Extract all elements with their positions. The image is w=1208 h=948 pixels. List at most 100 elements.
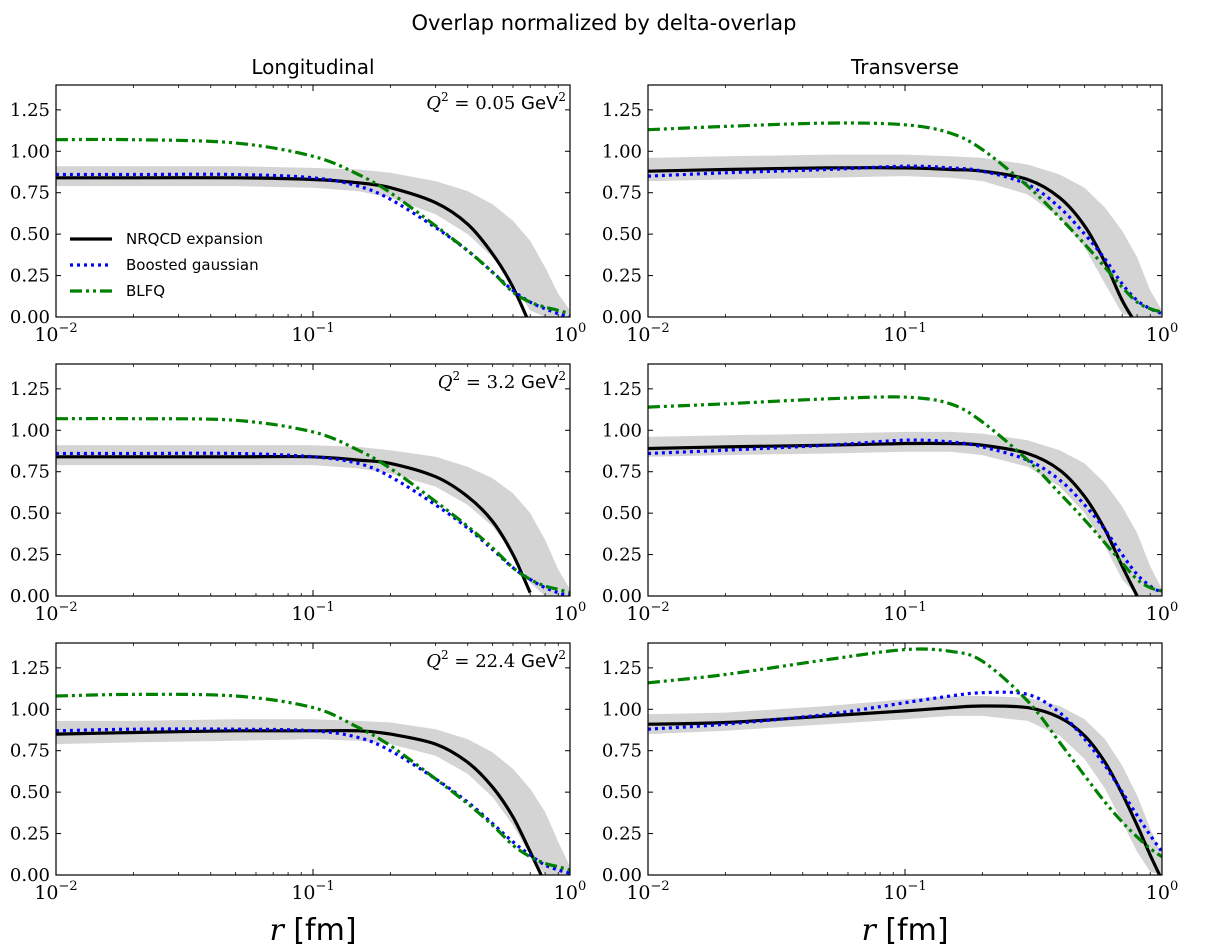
x-tick-label: 10−1 [883,879,926,904]
x-axis-label: r [fm] [269,913,356,948]
subplot: 0.00 0.25 0.50 0.75 1.00 1.25 10−2 10−1 100 Q2 = … [10,363,586,625]
y-tick-label: 0.50 [10,224,50,245]
y-tick-label: 0.50 [602,224,642,245]
plot-area [56,416,570,596]
y-tick-label: 1.25 [10,100,50,121]
x-tick-label: 10−1 [883,321,926,346]
series-line-blfq [648,395,1162,593]
y-tick-label: 0.25 [602,824,642,845]
y-tick-label: 0.00 [10,865,50,886]
series-line-blfq [56,137,570,316]
uncertainty-band [56,719,570,875]
column-title: Transverse [850,55,959,79]
y-tick-label: 0.00 [10,586,50,607]
panels: 0.00 0.25 0.50 0.75 1.00 1.25 10−2 10−1 100 Q2 = … [10,84,1178,904]
series-line-nrqcd-expansion [648,166,1134,317]
y-tick-label: 1.25 [10,658,50,679]
y-tick-label: 0.75 [602,741,642,762]
plot-area [648,121,1162,317]
y-tick-label: 0.75 [10,462,50,483]
y-tick-label: 1.25 [602,100,642,121]
y-tick-label: 1.00 [10,420,50,441]
legend-label: NRQCD expansion [126,230,263,248]
x-tick-label: 10−1 [291,321,334,346]
x-tick-label: 100 [554,600,586,625]
y-tick-label: 0.25 [10,266,50,287]
y-tick-label: 1.00 [10,141,50,162]
subplot: 0.00 0.25 0.50 0.75 1.00 1.25 10−2 10−1 100 [602,363,1178,625]
y-tick-label: 1.00 [10,699,50,720]
x-tick-label: 100 [1146,600,1178,625]
y-tick-label: 0.00 [602,586,642,607]
subplot: 0.00 0.25 0.50 0.75 1.00 1.25 10−2 10−1 100 [602,84,1178,346]
y-tick-label: 0.50 [10,782,50,803]
y-tick-label: 0.00 [10,307,50,328]
q2-annotation: Q2 = 0.05 GeV2 [426,90,566,114]
subplot: 0.00 0.25 0.50 0.75 1.00 1.25 10−2 10−1 100 Q2 = … [10,642,586,904]
q2-annotation: Q2 = 3.2 GeV2 [438,369,566,393]
series-line-nrqcd-expansion [648,441,1139,596]
legend-label: BLFQ [126,282,165,300]
y-tick-label: 0.75 [602,183,642,204]
y-tick-label: 1.00 [602,141,642,162]
series-line-boosted-gaussian [56,727,570,875]
y-tick-label: 0.50 [602,503,642,524]
y-tick-label: 0.25 [10,545,50,566]
y-tick-label: 1.25 [602,658,642,679]
uncertainty-band [648,431,1162,596]
x-tick-label: 10−2 [34,879,77,904]
series-line-nrqcd-expansion [56,176,529,317]
plot-area [648,395,1162,596]
y-tick-label: 0.50 [602,782,642,803]
x-tick-label: 100 [554,321,586,346]
x-tick-label: 100 [1146,879,1178,904]
y-tick-label: 1.00 [602,699,642,720]
y-tick-label: 0.75 [10,741,50,762]
plot-area [56,137,570,317]
y-tick-label: 0.00 [602,307,642,328]
x-tick-label: 10−2 [626,321,669,346]
legend-label: Boosted gaussian [126,256,259,274]
plot-area [648,647,1162,875]
uncertainty-band [56,445,570,596]
y-tick-label: 0.25 [10,824,50,845]
uncertainty-band [648,154,1162,317]
q2-annotation: Q2 = 22.4 GeV2 [426,648,566,672]
y-tick-label: 0.25 [602,266,642,287]
x-tick-label: 10−1 [291,600,334,625]
y-tick-label: 0.00 [602,865,642,886]
y-tick-label: 1.25 [10,379,50,400]
plot-area [56,692,570,875]
y-tick-label: 0.25 [602,545,642,566]
series-line-boosted-gaussian [56,451,570,596]
column-titles: Longitudinal Transverse [251,55,959,79]
series-line-blfq [648,121,1162,314]
series-line-blfq [56,416,570,595]
x-tick-label: 10−2 [34,321,77,346]
x-tick-label: 10−1 [883,600,926,625]
x-tick-label: 10−2 [34,600,77,625]
subplot: 0.00 0.25 0.50 0.75 1.00 1.25 10−2 10−1 100 [602,642,1178,904]
x-tick-label: 10−2 [626,600,669,625]
figure-title: Overlap normalized by delta-overlap [411,11,796,35]
uncertainty-band [648,696,1162,875]
series-line-nrqcd-expansion [56,728,543,875]
x-tick-label: 10−1 [291,879,334,904]
y-tick-label: 0.75 [10,183,50,204]
subplot: 0.00 0.25 0.50 0.75 1.00 1.25 10−2 10−1 100 Q2 = … [10,84,586,346]
y-tick-label: 1.00 [602,420,642,441]
y-tick-label: 0.75 [602,462,642,483]
y-tick-label: 0.50 [10,503,50,524]
y-tick-label: 1.25 [602,379,642,400]
series-line-boosted-gaussian [648,164,1162,316]
x-tick-label: 10−2 [626,879,669,904]
x-axis-labels: r [fm] r [fm] [269,913,948,948]
series-line-boosted-gaussian [648,690,1162,853]
x-tick-label: 100 [554,879,586,904]
legend: NRQCD expansion Boosted gaussian BLFQ [70,230,263,300]
x-axis-label: r [fm] [861,913,948,948]
series-line-blfq [56,692,570,872]
column-title: Longitudinal [251,55,374,79]
series-line-boosted-gaussian [648,438,1162,595]
